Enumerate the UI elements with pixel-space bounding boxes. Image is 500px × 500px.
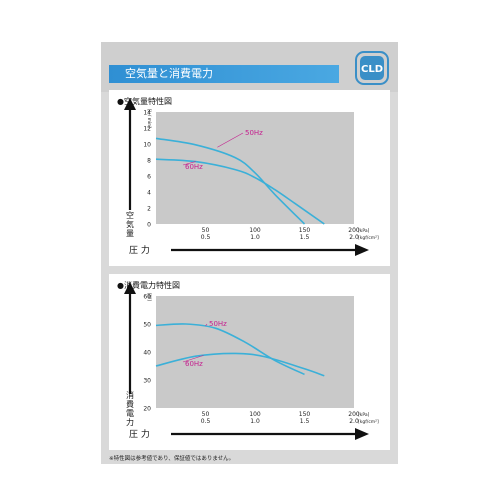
y-axis-arrowhead — [124, 282, 136, 294]
footnote: ※特性図は参考値であり、保証値ではありません。 — [109, 456, 235, 462]
series-label-leader — [182, 161, 196, 166]
y-tick-label: 8 — [147, 158, 151, 165]
spec-sheet: 空気量と消費電力 CLD ●空気量特性図 [L / min] 0 2 4 6 8 10 12 1… — [101, 42, 398, 464]
series-line-50hz — [155, 323, 305, 376]
x-tick-label: 100 — [249, 227, 261, 234]
series-label: 50Hz — [245, 129, 263, 137]
y-tick-label: 4 — [147, 190, 151, 197]
section-title: 空気量と消費電力 — [125, 67, 213, 80]
series-label: 50Hz — [209, 320, 227, 328]
y-axis-title-char: 費 — [126, 399, 134, 409]
x-unit-secondary: [kgf/cm²] — [358, 419, 379, 425]
air-volume-panel: ●空気量特性図 [L / min] 0 2 4 6 8 10 12 14 空気量 50 100 150 2… — [109, 90, 390, 266]
series-label: 60Hz — [185, 360, 203, 368]
y-tick-label: 10 — [143, 142, 151, 149]
x-unit-secondary: [kgf/cm²] — [358, 235, 379, 241]
y-tick-label: 12 — [143, 126, 151, 133]
chart-title: ●空気量特性図 — [117, 97, 172, 106]
x-tick-label-secondary: 2.0 — [349, 234, 359, 241]
series-line-50hz — [155, 137, 306, 225]
x-unit-primary: [kPa] — [358, 412, 370, 418]
y-tick-label: 60 — [143, 294, 151, 301]
y-axis-title-char: 電 — [126, 409, 134, 418]
y-unit-label: [W] — [146, 293, 152, 301]
x-axis-title: 圧 力 — [129, 244, 150, 256]
x-axis-arrowhead — [355, 244, 369, 256]
x-tick-label: 200 — [348, 411, 360, 418]
x-tick-label: 100 — [249, 411, 261, 418]
series-line-60hz — [155, 352, 325, 377]
y-tick-label: 6 — [147, 174, 151, 181]
x-tick-label-secondary: 0.5 — [201, 234, 211, 241]
x-unit-primary: [kPa] — [358, 228, 370, 234]
x-axis-arrowhead — [355, 428, 369, 440]
series-label: 60Hz — [185, 163, 203, 171]
y-tick-label: 14 — [143, 110, 151, 117]
x-tick-label: 150 — [299, 227, 311, 234]
series-label-leader — [205, 323, 208, 327]
x-tick-label-secondary: 0.5 — [201, 418, 211, 425]
x-tick-label-secondary: 1.0 — [250, 234, 260, 241]
series-line-60hz — [155, 158, 325, 225]
y-unit-label: [L / min] — [146, 109, 152, 128]
y-tick-label: 20 — [143, 406, 151, 413]
power-consumption-panel: ●消費電力特性図 [W] 20 30 40 50 60 消費電力 50 100 150 200 0.5… — [109, 274, 390, 450]
y-axis-title-char: 力 — [126, 417, 134, 427]
chart-title: ●消費電力特性図 — [117, 281, 180, 290]
y-tick-label: 0 — [147, 222, 151, 229]
y-axis-title-char: 量 — [126, 229, 134, 238]
y-tick-label: 40 — [143, 350, 151, 357]
series-label-leader — [182, 355, 204, 363]
x-tick-label-secondary: 1.5 — [300, 234, 310, 241]
x-tick-label: 150 — [299, 411, 311, 418]
logo-text: CLD — [361, 64, 383, 75]
x-tick-label: 50 — [202, 411, 210, 418]
y-axis-title-char: 気 — [126, 219, 134, 229]
y-axis-title-char: 空 — [126, 210, 134, 220]
air-volume-chart: [L / min] 0 2 4 6 8 10 12 14 空気量 50 100 150 200 0.5 1.0… — [124, 98, 379, 256]
y-tick-label: 50 — [143, 322, 151, 329]
x-tick-label-secondary: 1.0 — [250, 418, 260, 425]
series-label-leader — [217, 132, 244, 148]
x-tick-label: 200 — [348, 227, 360, 234]
y-axis-arrowhead — [124, 98, 136, 110]
power-consumption-chart: [W] 20 30 40 50 60 消費電力 50 100 150 200 0.5 1.0 1.5 2.0… — [124, 282, 379, 440]
x-tick-label-secondary: 1.5 — [300, 418, 310, 425]
y-axis-title-char: 消 — [126, 390, 134, 400]
plot-area — [156, 112, 354, 224]
x-tick-label-secondary: 2.0 — [349, 418, 359, 425]
x-axis-title: 圧 力 — [129, 428, 150, 440]
plot-area — [156, 296, 354, 408]
y-tick-label: 30 — [143, 378, 151, 385]
y-tick-label: 2 — [147, 206, 151, 213]
brand-logo: CLD — [355, 51, 389, 85]
x-tick-label: 50 — [202, 227, 210, 234]
section-title-bar: 空気量と消費電力 — [109, 65, 339, 83]
